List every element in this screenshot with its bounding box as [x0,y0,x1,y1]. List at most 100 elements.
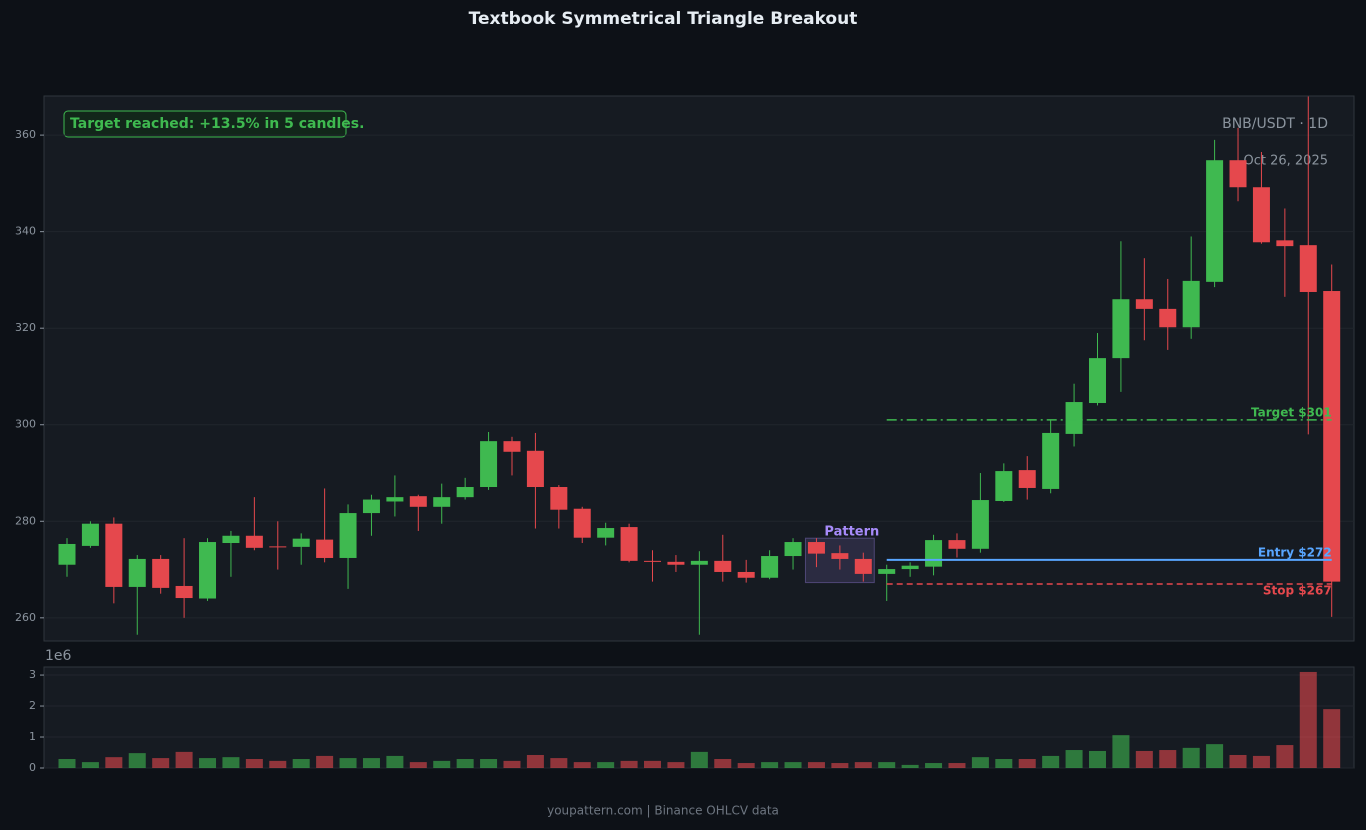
volume-bar [1252,755,1270,768]
volume-bar [152,758,170,768]
candle-body [597,528,615,538]
volume-y-tick-label: 1 [29,730,36,743]
candle-body [245,535,263,548]
candle-body [690,560,708,565]
candle-body [105,523,123,587]
volume-bar [690,751,708,768]
candle-body [1112,299,1130,359]
volume-bar [573,762,591,768]
candle-body [1182,280,1200,328]
volume-bar [1112,735,1130,768]
volume-bar [878,762,896,768]
y-tick-label: 320 [15,321,36,334]
volume-bar [1182,747,1200,768]
candle-body [58,543,76,565]
callout-box [63,110,347,138]
level-label: Target $301 [1251,405,1332,419]
candle-body [339,513,357,558]
volume-bar [105,757,123,768]
volume-bar [1088,750,1106,768]
y-tick-label: 300 [15,418,36,431]
volume-bar [292,759,310,768]
volume-bar [1065,750,1083,768]
candle-body [362,499,380,514]
volume-bar [386,755,404,768]
candle-body [644,560,662,562]
volume-y-tick-label: 3 [29,668,36,681]
volume-bar [433,760,451,768]
volume-offset: 1e6 [45,648,72,664]
candle-body [667,561,685,565]
candle-body [503,441,521,452]
candle-body [81,523,99,546]
volume-bar [948,763,966,768]
candle-body [1065,402,1083,434]
volume-bar [480,759,498,768]
candle-body [550,487,568,510]
candle-body [409,496,427,507]
volume-bar [58,759,76,768]
candle-body [948,540,966,549]
candle-body [1276,240,1294,247]
candle-body [925,540,943,567]
candle-body [620,527,638,561]
volume-bar [1276,745,1294,768]
pattern-label: Pattern [824,525,879,540]
candle-body [526,450,544,488]
candle-body [222,535,240,544]
candle-body [316,539,334,558]
volume-bar [714,759,732,768]
candle-body [1042,432,1060,489]
volume-bar [175,751,193,768]
candle-body [1018,470,1036,488]
candle-body [831,553,849,559]
volume-bar [901,764,919,768]
volume-bar [1299,671,1317,768]
candle-body [1323,291,1341,582]
y-tick-label: 340 [15,225,36,238]
volume-bar [269,760,287,768]
volume-bar [1323,709,1341,768]
candle-body [995,471,1013,502]
volume-bar [222,757,240,768]
candle-body [433,497,451,507]
volume-bar [409,762,427,768]
symbol: BNB/USDT · 1D [1222,116,1328,132]
candle-body [128,558,146,587]
candle-body [784,542,802,557]
volume-bar [737,763,755,768]
candle-body [878,569,896,574]
volume-bar [316,755,334,768]
candle-body [175,585,193,599]
level-label: Entry $272 [1258,545,1332,559]
volume-panel [43,666,1355,769]
candle-body [761,556,779,578]
chart-title: Textbook Symmetrical Triangle Breakout [469,9,858,29]
level-label: Stop $267 [1263,584,1332,598]
y-tick-label: 280 [15,514,36,527]
candle-body [1159,308,1177,328]
candle-body [456,487,474,498]
candle-body [199,542,217,599]
candle-body [737,571,755,578]
volume-bar [854,762,872,768]
candle-body [901,565,919,570]
candle-body [152,558,170,588]
volume-bar [339,758,357,768]
volume-bar [81,762,99,768]
volume-bar [199,758,217,768]
volume-bar [1229,754,1247,768]
volume-bar [620,760,638,768]
candle-body [1252,187,1270,243]
candle-body [269,546,287,548]
candle-body [292,538,310,547]
volume-bar [925,763,943,768]
price-panel [43,95,1355,642]
volume-bar [644,760,662,768]
footer: youpattern.com | Binance OHLCV data [547,804,779,818]
volume-bar [550,758,568,768]
volume-bar [995,759,1013,768]
volume-bar [831,763,849,768]
volume-bar [761,762,779,768]
